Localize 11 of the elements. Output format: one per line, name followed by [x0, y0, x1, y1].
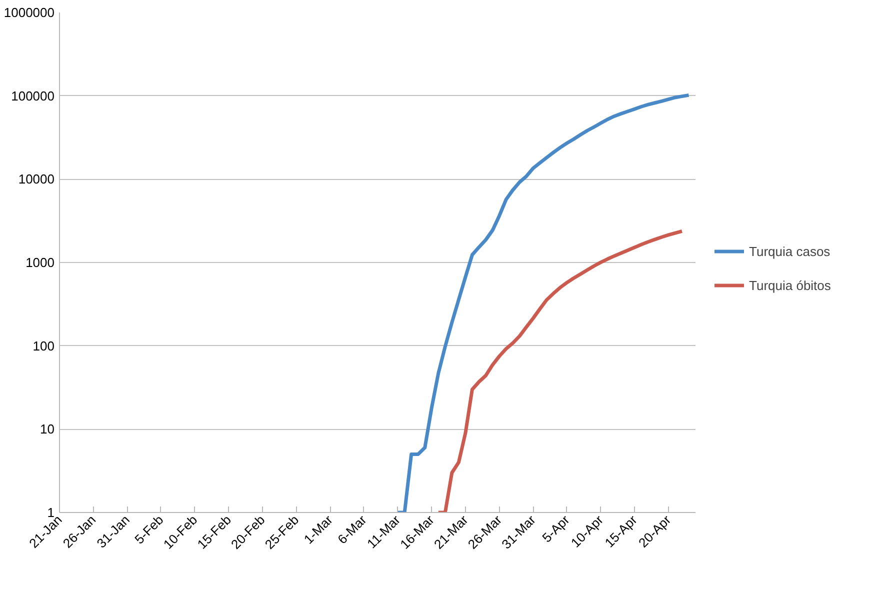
y-tick-label: 10	[40, 422, 55, 437]
legend-label: Turquia óbitos	[749, 278, 831, 292]
legend-label: Turquia casos	[749, 244, 830, 258]
line-series	[436, 229, 684, 512]
y-tick-label: 100000	[11, 88, 55, 104]
y-tick-label: 1	[47, 505, 55, 520]
y-tick-label: 1000000	[4, 5, 55, 20]
line-series	[396, 93, 690, 512]
y-tick-label: 100	[32, 338, 55, 354]
y-tick-label: 10000	[18, 172, 55, 187]
y-tick-label: 1000	[26, 255, 54, 270]
